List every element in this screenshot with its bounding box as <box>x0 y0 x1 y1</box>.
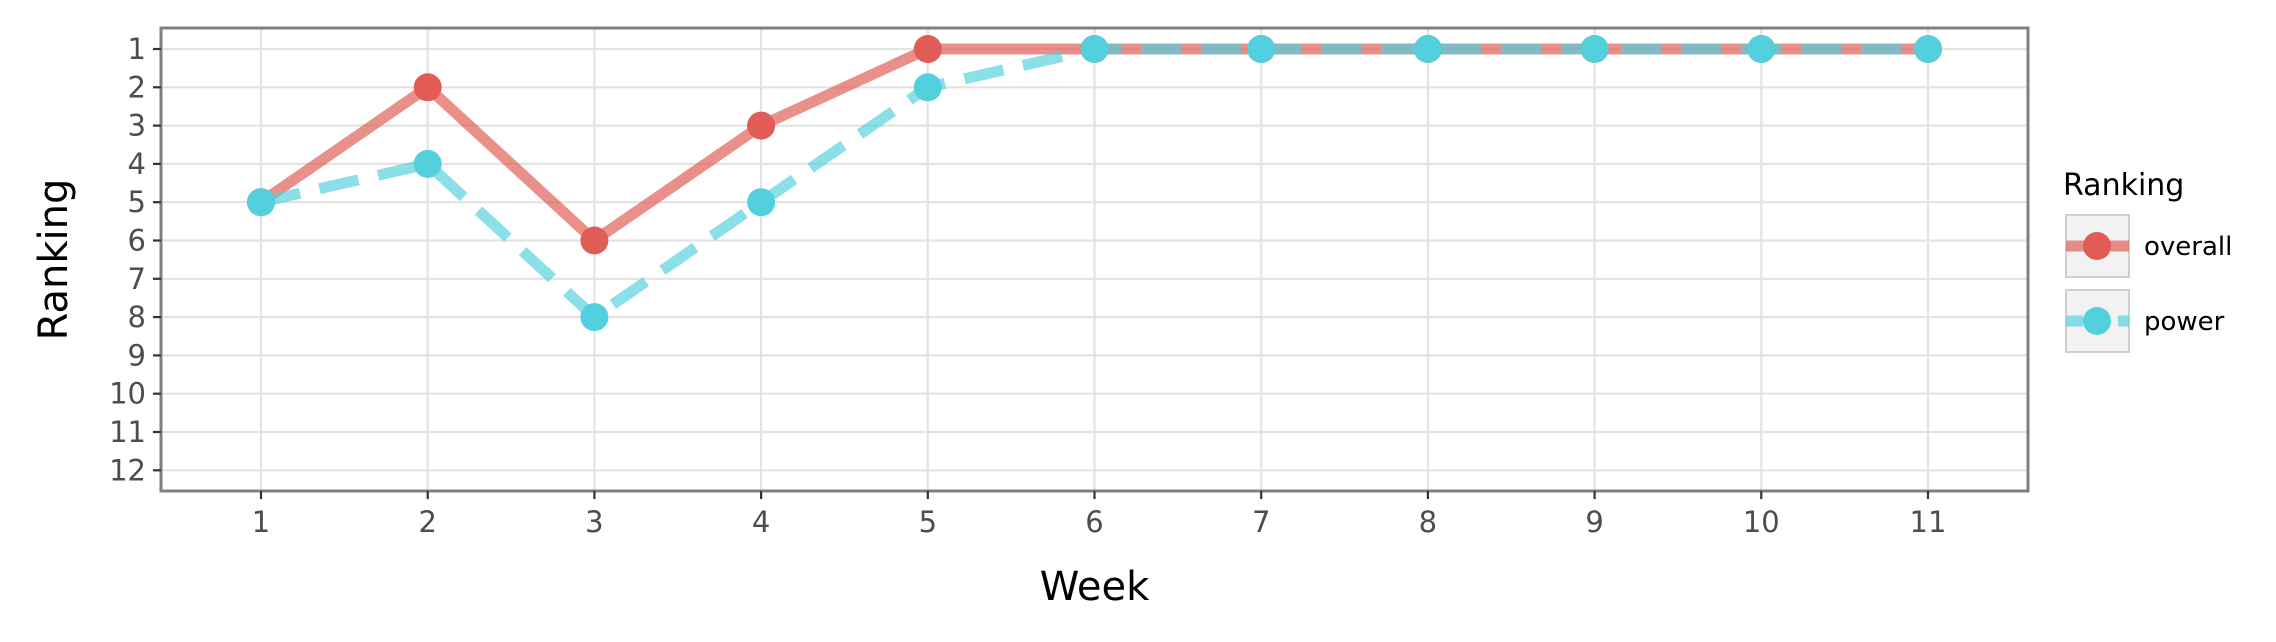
series-point-overall <box>413 73 442 102</box>
series-point-power <box>1080 35 1109 63</box>
legend-key-point <box>2083 307 2111 335</box>
y-tick-label: 12 <box>109 453 146 487</box>
y-tick-label: 10 <box>109 377 146 411</box>
series-point-power <box>747 188 776 217</box>
x-tick-label: 10 <box>1743 505 1780 539</box>
y-tick-label: 5 <box>128 185 146 219</box>
series-point-power <box>413 149 442 178</box>
y-tick-label: 4 <box>128 147 146 181</box>
x-axis-title: Week <box>1040 564 1150 610</box>
series-point-power <box>1247 35 1276 63</box>
legend-items: overall power <box>2065 214 2232 353</box>
x-tick-label: 2 <box>418 505 436 539</box>
x-tick-label: 8 <box>1419 505 1437 539</box>
series-point-power <box>913 73 942 102</box>
y-tick-label: 11 <box>109 415 146 449</box>
x-tick-label: 7 <box>1252 505 1270 539</box>
x-tick-label: 1 <box>252 505 270 539</box>
series-point-overall <box>580 226 609 255</box>
y-tick-label: 1 <box>128 32 146 66</box>
series-point-power <box>1413 35 1442 63</box>
x-tick-label: 11 <box>1910 505 1947 539</box>
y-tick-label: 3 <box>128 109 146 143</box>
y-tick-label: 2 <box>128 70 146 104</box>
legend: Ranking overall power <box>2063 168 2232 353</box>
y-tick-label: 8 <box>128 300 146 334</box>
series-point-overall <box>747 111 776 140</box>
series-point-power <box>1580 35 1609 63</box>
legend-title: Ranking <box>2063 168 2184 203</box>
series-point-power <box>247 188 276 217</box>
legend-item-power: power <box>2065 289 2225 353</box>
x-tick-label: 4 <box>752 505 770 539</box>
x-axis-ticks: 1 2 3 4 5 6 7 8 9 10 11 <box>252 491 1947 539</box>
legend-item-overall: overall <box>2065 214 2232 278</box>
grid <box>161 28 2028 491</box>
legend-label: overall <box>2144 232 2232 262</box>
series-point-power <box>580 303 609 332</box>
y-tick-label: 9 <box>128 338 146 372</box>
legend-key-point <box>2083 232 2111 260</box>
y-tick-label: 6 <box>128 224 146 258</box>
x-tick-label: 9 <box>1585 505 1603 539</box>
y-tick-label: 7 <box>128 262 146 296</box>
legend-label: power <box>2144 307 2225 337</box>
y-axis-title: Ranking <box>31 179 77 341</box>
series-point-overall <box>913 35 942 63</box>
x-tick-label: 5 <box>919 505 937 539</box>
x-tick-label: 6 <box>1085 505 1103 539</box>
series-point-power <box>1747 35 1776 63</box>
series-points <box>247 35 1942 332</box>
x-tick-label: 3 <box>585 505 603 539</box>
series-point-power <box>1913 35 1942 63</box>
